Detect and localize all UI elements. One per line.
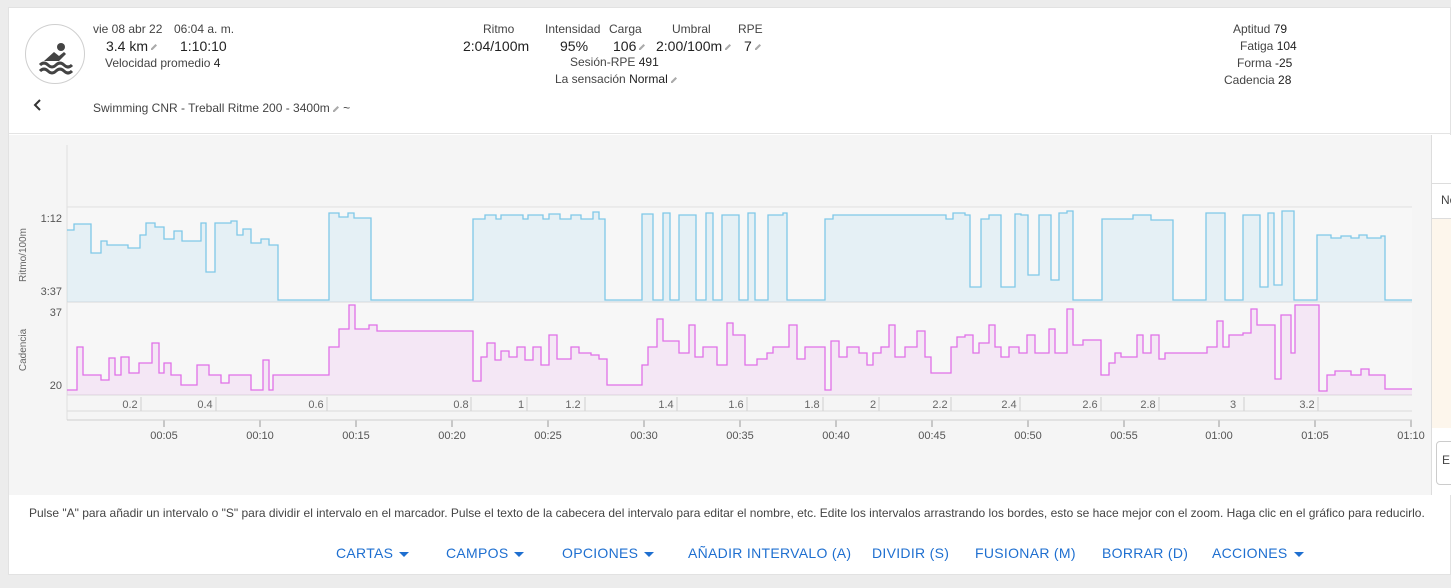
distance-mark-label: 0.6 xyxy=(308,399,323,411)
pace-tick: 1:12 xyxy=(41,213,62,225)
cadence-plot-bg xyxy=(67,303,1412,395)
swimming-icon xyxy=(38,43,74,75)
fields-menu-button[interactable]: CAMPOS xyxy=(446,545,525,561)
time-tick-label: 00:25 xyxy=(534,430,562,442)
distance-mark-label: 3.2 xyxy=(1299,399,1314,411)
activity-header: vie 08 abr 22 06:04 a. m. 3.4 km 1:10:10… xyxy=(9,8,1450,134)
distance-mark-label: 1.4 xyxy=(658,399,673,411)
pace-value: 2:04/100m xyxy=(463,38,530,54)
delete-button[interactable]: BORRAR (D) xyxy=(1102,545,1189,561)
time-tick-label: 00:15 xyxy=(342,430,370,442)
time-tick-label: 01:10 xyxy=(1397,430,1425,442)
time-tick-label: 00:45 xyxy=(918,430,946,442)
distance-mark-label: 2 xyxy=(870,399,876,411)
avg-speed: Velocidad promedio 4 xyxy=(105,56,221,70)
feel[interactable]: La sensación Normal xyxy=(555,72,678,86)
distance-mark-label: 1 xyxy=(518,399,524,411)
intensity-label: Intensidad xyxy=(545,22,601,36)
cadence-stat: Cadencia 28 xyxy=(1224,73,1292,87)
caret-down-icon xyxy=(399,551,410,557)
load-value[interactable]: 106 xyxy=(613,38,646,54)
pace-area xyxy=(67,211,1412,302)
activity-name[interactable]: Swimming CNR - Treball Ritme 200 - 3400m… xyxy=(93,101,351,115)
rpe-label: RPE xyxy=(738,22,763,36)
fatigue-stat: Fatiga 104 xyxy=(1240,39,1297,53)
session-rpe: Sesión-RPE 491 xyxy=(570,55,659,69)
cadence-tick: 20 xyxy=(50,380,62,392)
distance-mark-label: 2.6 xyxy=(1082,399,1097,411)
edit-pencil-icon[interactable] xyxy=(638,43,646,51)
activity-chart[interactable]: Ritmo/100m Cadencia 1:12 3:37 37 20 0.2 0.4 0.6 0… xyxy=(9,135,1451,495)
panel-letter-top: No xyxy=(1441,193,1451,207)
distance-mark-label: 2.8 xyxy=(1140,399,1155,411)
load-label: Carga xyxy=(609,22,642,36)
time-tick-label: 00:50 xyxy=(1014,430,1042,442)
pace-series-line xyxy=(67,210,1412,301)
cadence-area xyxy=(67,305,1412,395)
edit-pencil-icon[interactable] xyxy=(332,105,340,113)
cadence-axis-label: Cadencia xyxy=(18,328,29,371)
pace-axis-label: Ritmo/100m xyxy=(18,228,29,282)
distance-mark-label: 0.2 xyxy=(122,399,137,411)
pace-label: Ritmo xyxy=(483,22,515,36)
distance-value[interactable]: 3.4 km xyxy=(106,38,158,54)
pace-tick: 3:37 xyxy=(41,286,62,298)
time-tick-label: 00:10 xyxy=(246,430,274,442)
distance-mark-label: 0.4 xyxy=(197,399,212,411)
threshold-value[interactable]: 2:00/100m xyxy=(656,38,732,54)
add-interval-button[interactable]: AÑADIR INTERVALO (A) xyxy=(688,545,852,561)
chart-canvas[interactable]: Ritmo/100m Cadencia 1:12 3:37 37 20 0.2 0.4 0.6 0… xyxy=(9,135,1431,495)
edit-pencil-icon[interactable] xyxy=(754,43,762,51)
intensity-value: 95% xyxy=(560,38,589,54)
cadence-tick: 37 xyxy=(50,307,62,319)
rpe-value[interactable]: 7 xyxy=(744,38,762,54)
activity-type-avatar[interactable] xyxy=(25,24,85,84)
cadence-series-line xyxy=(67,304,1412,392)
activity-time: 06:04 a. m. xyxy=(174,22,235,36)
time-tick-label: 00:35 xyxy=(726,430,754,442)
edit-pencil-icon[interactable] xyxy=(670,76,678,84)
distance-mark-label: 2.2 xyxy=(932,399,947,411)
caret-down-icon xyxy=(1293,551,1304,557)
activity-date: vie 08 abr 22 xyxy=(93,22,163,36)
distance-mark-label: 1.6 xyxy=(728,399,743,411)
distance-mark-label: 1.8 xyxy=(804,399,819,411)
time-tick-label: 00:40 xyxy=(822,430,850,442)
options-menu-button[interactable]: OPCIONES xyxy=(562,545,655,561)
fitness-stat: Aptitud 79 xyxy=(1233,22,1288,36)
panel-letter-bottom: E xyxy=(1442,453,1451,467)
edit-pencil-icon[interactable] xyxy=(150,43,158,51)
distance-mark-label: 0.8 xyxy=(453,399,468,411)
edit-pencil-icon[interactable] xyxy=(724,43,732,51)
actions-menu-button[interactable]: ACCIONES xyxy=(1212,545,1304,561)
charts-menu-button[interactable]: CARTAS xyxy=(336,545,410,561)
time-tick-label: 01:05 xyxy=(1301,430,1329,442)
caret-down-icon xyxy=(644,551,655,557)
time-tick-label: 00:55 xyxy=(1110,430,1138,442)
caret-down-icon xyxy=(514,551,525,557)
help-text: Pulse "A" para añadir un intervalo o "S"… xyxy=(29,506,1425,520)
threshold-label: Umbral xyxy=(672,22,711,36)
time-tick-label: 00:30 xyxy=(630,430,658,442)
activity-window: vie 08 abr 22 06:04 a. m. 3.4 km 1:10:10… xyxy=(8,7,1451,575)
right-side-panel[interactable]: No E xyxy=(1431,135,1451,495)
distance-mark-label: 1.2 xyxy=(565,399,580,411)
distance-mark-label: 2.4 xyxy=(1001,399,1016,411)
distance-mark-label: 3 xyxy=(1230,399,1236,411)
back-chevron-icon[interactable] xyxy=(31,98,45,115)
time-tick-label: 00:05 xyxy=(150,430,178,442)
time-tick-label: 00:20 xyxy=(438,430,466,442)
split-button[interactable]: DIVIDIR (S) xyxy=(872,545,950,561)
duration-value: 1:10:10 xyxy=(180,38,227,54)
form-stat: Forma -25 xyxy=(1237,56,1293,70)
time-tick-label: 01:00 xyxy=(1205,430,1233,442)
merge-button[interactable]: FUSIONAR (M) xyxy=(975,545,1076,561)
